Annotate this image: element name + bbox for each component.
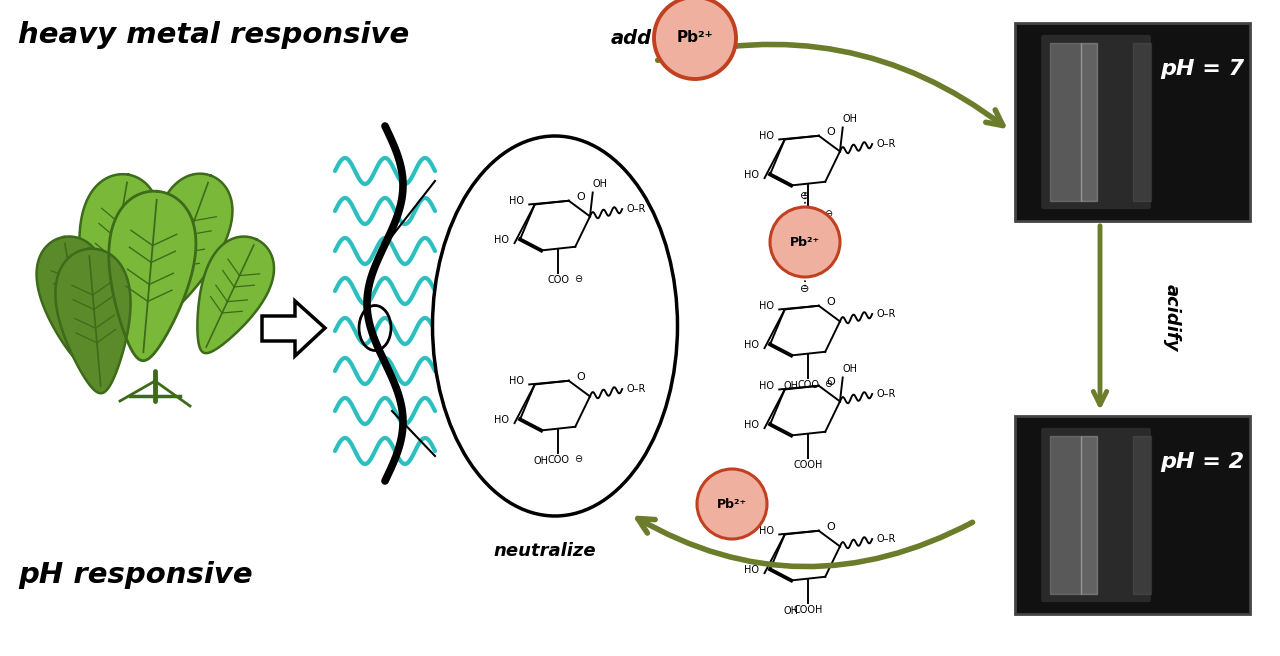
Text: ⊖: ⊖ — [573, 455, 582, 464]
Text: COO: COO — [548, 276, 570, 285]
Text: OH: OH — [783, 381, 799, 391]
Text: neutralize: neutralize — [494, 542, 596, 560]
Text: O–R: O–R — [877, 139, 896, 149]
Text: HO: HO — [508, 195, 524, 206]
Text: HO: HO — [759, 300, 773, 311]
Polygon shape — [79, 174, 159, 327]
Text: pH = 2: pH = 2 — [1161, 451, 1245, 472]
Text: O–R: O–R — [627, 204, 646, 214]
Text: Pb²⁺: Pb²⁺ — [717, 497, 748, 510]
Text: O: O — [826, 127, 835, 137]
Text: O: O — [576, 372, 585, 382]
Text: OH: OH — [842, 364, 858, 374]
Polygon shape — [150, 174, 233, 317]
Polygon shape — [197, 237, 274, 353]
Circle shape — [771, 207, 840, 277]
Text: HO: HO — [759, 380, 773, 391]
Text: Pb²⁺: Pb²⁺ — [677, 30, 713, 45]
Circle shape — [654, 0, 736, 79]
Text: O: O — [826, 522, 835, 532]
FancyBboxPatch shape — [1041, 428, 1151, 602]
Text: O–R: O–R — [627, 384, 646, 394]
Text: HO: HO — [744, 420, 759, 430]
Text: acidify: acidify — [1164, 284, 1181, 352]
Text: ⊖: ⊖ — [824, 379, 832, 390]
FancyBboxPatch shape — [1015, 416, 1251, 614]
Text: OH: OH — [783, 606, 799, 616]
Text: pH responsive: pH responsive — [18, 561, 252, 589]
Text: O–R: O–R — [877, 389, 896, 399]
Text: HO: HO — [744, 565, 759, 575]
Text: ⊖: ⊖ — [824, 209, 832, 219]
Text: OH: OH — [534, 456, 549, 466]
Text: OH: OH — [842, 113, 858, 124]
FancyBboxPatch shape — [1015, 23, 1251, 221]
Text: O–R: O–R — [877, 534, 896, 544]
Text: HO: HO — [759, 131, 773, 141]
Text: COO: COO — [797, 380, 819, 390]
Text: O: O — [576, 192, 585, 202]
Text: HO: HO — [508, 376, 524, 386]
Circle shape — [698, 469, 767, 539]
Text: O–R: O–R — [877, 309, 896, 319]
Text: COO: COO — [548, 455, 570, 465]
Polygon shape — [37, 237, 106, 365]
Text: HO: HO — [494, 236, 509, 245]
Polygon shape — [109, 191, 196, 361]
Text: ⊖: ⊖ — [573, 274, 582, 284]
Ellipse shape — [433, 136, 677, 516]
Text: O: O — [826, 297, 835, 307]
Text: COO: COO — [797, 211, 819, 220]
Text: add: add — [611, 28, 652, 47]
Text: COOH: COOH — [794, 605, 823, 615]
Text: Pb²⁺: Pb²⁺ — [790, 236, 820, 249]
FancyBboxPatch shape — [1041, 35, 1151, 209]
Text: pH = 7: pH = 7 — [1161, 58, 1245, 79]
Text: heavy metal responsive: heavy metal responsive — [18, 21, 410, 49]
Polygon shape — [55, 249, 131, 393]
Text: HO: HO — [744, 171, 759, 180]
Text: HO: HO — [759, 525, 773, 536]
Text: O: O — [826, 377, 835, 387]
Text: HO: HO — [494, 415, 509, 425]
Polygon shape — [262, 301, 325, 356]
Text: OH: OH — [593, 179, 608, 189]
Text: COOH: COOH — [794, 461, 823, 470]
Text: ⊖: ⊖ — [800, 284, 810, 294]
Text: ⊖: ⊖ — [800, 191, 810, 201]
Text: HO: HO — [744, 340, 759, 350]
